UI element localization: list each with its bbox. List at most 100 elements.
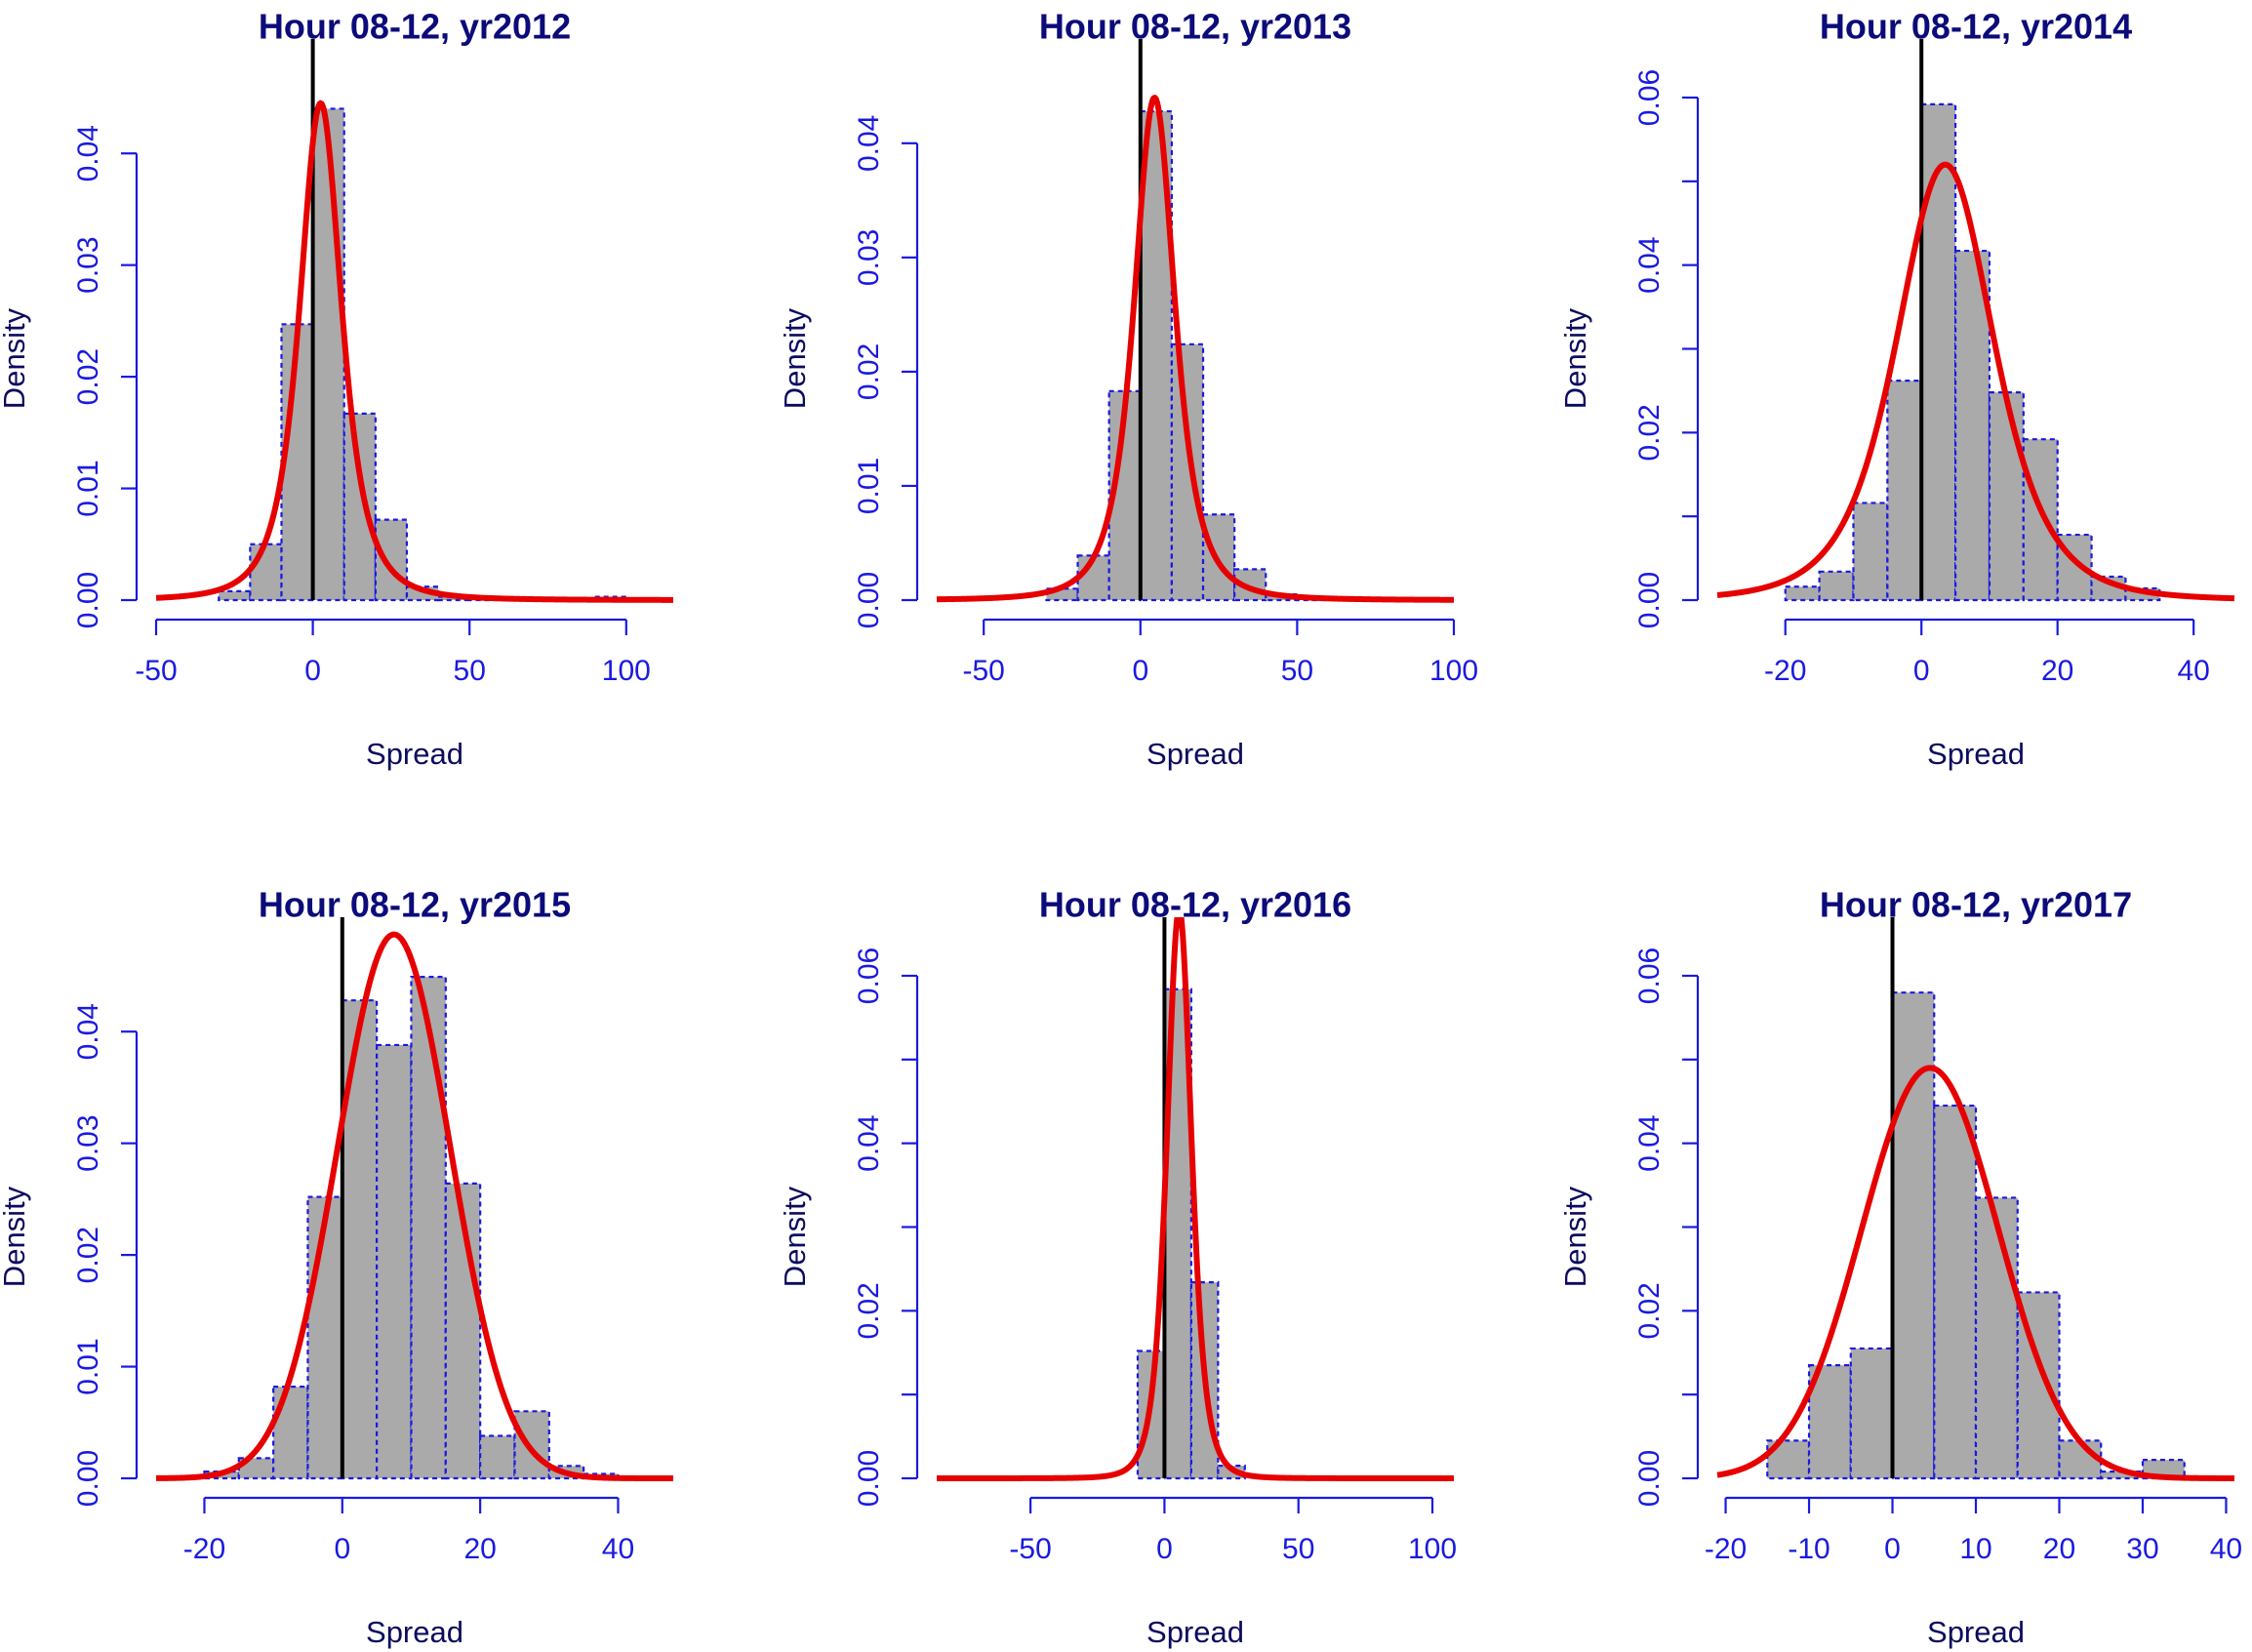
chart-panel-5: Hour 08-12, yr2016-50 0 50 100Spread0.000.0… — [778, 885, 1457, 1649]
histogram-bars — [218, 107, 627, 602]
y-axis: 0.00 0.01 0.02 0.03 0.04 — [72, 1003, 139, 1507]
x-tick-label: 50 — [454, 655, 486, 687]
histogram-bars — [1766, 991, 2186, 1480]
histogram-bar — [306, 1195, 343, 1480]
x-axis-title: Spread — [1927, 1615, 2025, 1649]
histogram-bar — [341, 999, 379, 1480]
x-tick-label: -50 — [1009, 1533, 1051, 1565]
density-curve — [935, 917, 1456, 1481]
y-tick-label: 0.00 — [72, 572, 104, 628]
chart-panel-6: Hour 08-12, yr2017 -20 -10 0 10 20 30 40 Spread 0… — [1558, 885, 2242, 1649]
histogram-bar — [410, 976, 447, 1480]
y-tick-label: 0.03 — [72, 236, 104, 293]
x-tick-label: 20 — [2043, 1533, 2075, 1565]
density-curve — [1715, 161, 2236, 602]
histogram-bar — [1953, 249, 1991, 602]
chart-panel-4: Hour 08-12, yr2015 -20 0 20 40 Spread 0.00 0.01… — [0, 885, 675, 1649]
y-axis-title: Density — [778, 1186, 812, 1287]
histogram-bar — [1233, 568, 1267, 602]
x-axis: -50 0 50 100 — [1009, 1496, 1457, 1565]
x-tick-label: 0 — [1132, 655, 1148, 687]
y-tick-label: 0.03 — [853, 229, 885, 286]
x-axis-title: Spread — [1146, 737, 1244, 771]
x-tick-label: 0 — [334, 1533, 350, 1565]
histogram-bar — [376, 1043, 413, 1480]
y-tick-label: 0.02 — [853, 343, 885, 400]
histogram-bar — [374, 518, 409, 602]
chart-title: Hour 08-12, yr2015 — [259, 885, 571, 925]
y-tick-label: 0.02 — [853, 1282, 885, 1339]
y-tick-label: 0.02 — [72, 1227, 104, 1283]
y-axis: 0.00 0.02 0.04 0.06 — [1633, 947, 1700, 1507]
histogram-bar — [1933, 1104, 1978, 1480]
y-axis-title: Density — [1558, 307, 1592, 409]
histogram-bar — [249, 543, 283, 602]
x-tick-label: 50 — [1282, 1533, 1314, 1565]
x-tick-label: 30 — [2126, 1533, 2158, 1565]
histogram-bar — [513, 1410, 550, 1480]
x-tick-label: 40 — [2210, 1533, 2242, 1565]
chart-panel-2: Hour 08-12, yr2013-50 0 50 100Spread0.000.0… — [778, 7, 1478, 771]
y-axis: 0.00 0.01 0.02 0.03 0.04 — [72, 125, 139, 628]
y-tick-label: 0.04 — [853, 115, 885, 172]
y-tick-label: 0.06 — [1633, 69, 1666, 126]
y-tick-label: 0.04 — [1633, 1114, 1666, 1171]
x-axis: -20 -10 0 10 20 30 40 — [1705, 1496, 2242, 1565]
histogram-bar — [218, 589, 252, 602]
histogram-bars — [1045, 109, 1392, 602]
histogram-bar — [1170, 342, 1205, 602]
y-tick-label: 0.01 — [853, 458, 885, 514]
density-curve — [154, 100, 675, 603]
y-tick-label: 0.02 — [72, 348, 104, 405]
x-tick-label: 20 — [463, 1533, 496, 1565]
chart-panel-3: Hour 08-12, yr2014 -20 0 20 40 Spread 0.00 0.02… — [1558, 7, 2236, 771]
x-axis-title: Spread — [366, 1615, 463, 1649]
y-axis-title: Density — [778, 307, 812, 409]
y-axis-title: Density — [1558, 1186, 1592, 1287]
x-axis: -50 0 50 100 — [963, 618, 1478, 687]
histogram-bar — [1988, 391, 2025, 602]
x-axis: -20 0 20 40 — [1764, 618, 2210, 687]
y-axis: 0.00 0.01 0.02 0.03 0.04 — [853, 115, 919, 628]
histogram-bar — [1818, 570, 1855, 602]
histogram-bar — [1920, 102, 1957, 602]
x-tick-label: -20 — [1705, 1533, 1747, 1565]
y-tick-label: 0.04 — [72, 1003, 104, 1060]
x-tick-label: 20 — [2041, 655, 2073, 687]
chart-title: Hour 08-12, yr2012 — [259, 7, 571, 47]
histogram-bar — [1784, 585, 1821, 602]
y-tick-label: 0.02 — [1633, 1282, 1666, 1339]
x-axis: -20 0 20 40 — [183, 1496, 634, 1565]
y-tick-label: 0.04 — [853, 1114, 885, 1171]
x-tick-label: 0 — [1884, 1533, 1901, 1565]
histogram-bar — [2058, 1439, 2103, 1480]
x-tick-label: -20 — [183, 1533, 225, 1565]
chart-panel-1: Hour 08-12, yr2012-50 0 50 100Spread0.000.0… — [0, 7, 675, 771]
chart-title: Hour 08-12, yr2014 — [1820, 7, 2132, 47]
histogram-bars — [1002, 987, 1407, 1480]
x-tick-label: 0 — [1913, 655, 1930, 687]
y-axis: 0.00 0.02 0.04 0.06 — [1633, 69, 1700, 628]
y-tick-label: 0.06 — [853, 947, 885, 1004]
y-tick-label: 0.01 — [72, 1338, 104, 1394]
x-axis: -50 0 50 100 — [135, 618, 651, 687]
y-tick-label: 0.04 — [1633, 236, 1666, 293]
x-tick-label: -20 — [1764, 655, 1806, 687]
chart-title: Hour 08-12, yr2016 — [1039, 885, 1351, 925]
y-tick-label: 0.00 — [1633, 1450, 1666, 1507]
x-tick-label: 10 — [1959, 1533, 1991, 1565]
x-tick-label: 50 — [1281, 655, 1313, 687]
x-tick-label: 100 — [602, 655, 651, 687]
y-tick-label: 0.00 — [72, 1450, 104, 1507]
y-tick-label: 0.06 — [1633, 947, 1666, 1004]
histogram-bar — [311, 107, 345, 602]
x-axis-title: Spread — [1146, 1615, 1244, 1649]
histogram-bar — [2022, 438, 2059, 602]
x-tick-label: 0 — [1156, 1533, 1173, 1565]
y-axis: 0.00 0.02 0.04 0.06 — [853, 947, 919, 1507]
histogram-bar — [479, 1434, 516, 1480]
histogram-bars — [203, 976, 620, 1480]
histogram-bar — [1974, 1196, 2019, 1480]
density-curve — [935, 95, 1456, 603]
